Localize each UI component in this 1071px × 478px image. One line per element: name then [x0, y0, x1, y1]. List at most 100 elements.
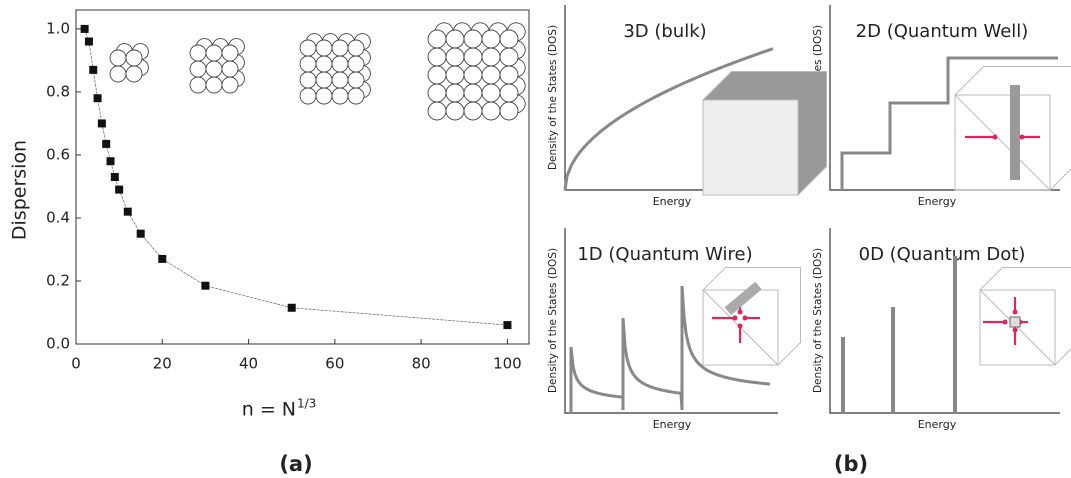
atom: [299, 39, 317, 57]
x-tick-label: 80: [412, 355, 431, 373]
atom: [499, 101, 519, 121]
atom: [205, 60, 223, 78]
atom: [221, 60, 239, 78]
well: [1010, 85, 1020, 180]
arrow-head: [742, 315, 748, 321]
atom: [481, 29, 501, 49]
arrow-head: [737, 309, 743, 315]
data-point: [201, 281, 210, 290]
atom: [189, 76, 207, 94]
atom: [499, 83, 519, 103]
atom: [463, 83, 483, 103]
atom: [445, 47, 465, 67]
x-tick-label: 100: [493, 355, 522, 373]
panel-y-label: Density of the States (DOS): [812, 248, 824, 393]
y-tick-label: 0.2: [46, 271, 70, 289]
atom: [445, 29, 465, 49]
y-tick-label: 0.6: [46, 145, 70, 163]
panel-x-label: Energy: [918, 418, 957, 431]
atom: [463, 47, 483, 67]
atom: [499, 29, 519, 49]
atom: [109, 49, 127, 67]
atom: [481, 47, 501, 67]
atom: [331, 55, 349, 73]
atom: [481, 65, 501, 85]
cube-face: [702, 289, 779, 366]
atom: [347, 87, 365, 105]
atom: [331, 71, 349, 89]
data-point: [84, 37, 93, 46]
wire: [724, 281, 762, 316]
atom: [427, 101, 447, 121]
panel-title: 0D (Quantum Dot): [859, 244, 1026, 265]
atom: [205, 44, 223, 62]
atom: [125, 65, 143, 83]
atom: [331, 39, 349, 57]
atom: [299, 87, 317, 105]
dos-curve: [569, 285, 771, 413]
arrow-head: [1002, 319, 1008, 325]
data-point: [158, 254, 167, 263]
cube-face: [954, 94, 1051, 191]
atom: [499, 47, 519, 67]
atom: [347, 39, 365, 57]
cube-face: [979, 267, 1071, 366]
atom: [221, 44, 239, 62]
panel-y-label: Density of the States (DOS): [547, 25, 559, 170]
panel-title: 3D (bulk): [623, 21, 706, 42]
atom: [347, 71, 365, 89]
caption: (b): [834, 452, 868, 476]
atom: [347, 55, 365, 73]
fit-line: [84, 28, 508, 326]
atom: [189, 44, 207, 62]
data-point: [89, 65, 98, 74]
data-point: [123, 207, 132, 216]
atom: [481, 83, 501, 103]
atom: [463, 65, 483, 85]
atom: [315, 71, 333, 89]
atom: [427, 29, 447, 49]
dos-curve: [563, 47, 774, 191]
atom: [463, 29, 483, 49]
panel-title: 2D (Quantum Well): [856, 21, 1029, 42]
x-tick-label: 40: [239, 355, 258, 373]
data-point: [93, 94, 102, 103]
atom: [427, 83, 447, 103]
data-point: [80, 24, 89, 33]
axes: [564, 228, 778, 414]
dot: [1009, 316, 1021, 328]
atom: [221, 76, 239, 94]
atom: [427, 65, 447, 85]
dos-curve: [840, 56, 1058, 190]
cube-face: [954, 66, 1071, 191]
atom: [427, 47, 447, 67]
axes: [829, 228, 1060, 414]
x-axis-label: n = N: [242, 399, 296, 421]
cube-face: [702, 267, 801, 366]
atom: [331, 87, 349, 105]
atom: [315, 87, 333, 105]
x-axis-label-sup: 1/3: [297, 397, 316, 411]
atom: [315, 55, 333, 73]
panel-x-label: Energy: [653, 418, 692, 431]
atom: [299, 71, 317, 89]
caption: (a): [279, 452, 312, 476]
atom: [499, 65, 519, 85]
atom: [445, 83, 465, 103]
atom: [445, 65, 465, 85]
atom: [315, 39, 333, 57]
atom: [463, 101, 483, 121]
arrow-head: [1012, 327, 1018, 333]
cluster-illustrations: [109, 22, 526, 121]
panel-title: 1D (Quantum Wire): [577, 244, 752, 265]
atom: [481, 101, 501, 121]
data-point: [503, 321, 512, 330]
atom: [189, 60, 207, 78]
y-tick-label: 0.4: [46, 208, 70, 226]
cube-face: [979, 289, 1056, 366]
data-point: [287, 303, 296, 312]
arrow-head: [992, 134, 998, 140]
panel-x-label: Energy: [918, 195, 957, 208]
y-tick-label: 0.8: [46, 82, 70, 100]
data-point: [97, 119, 106, 128]
